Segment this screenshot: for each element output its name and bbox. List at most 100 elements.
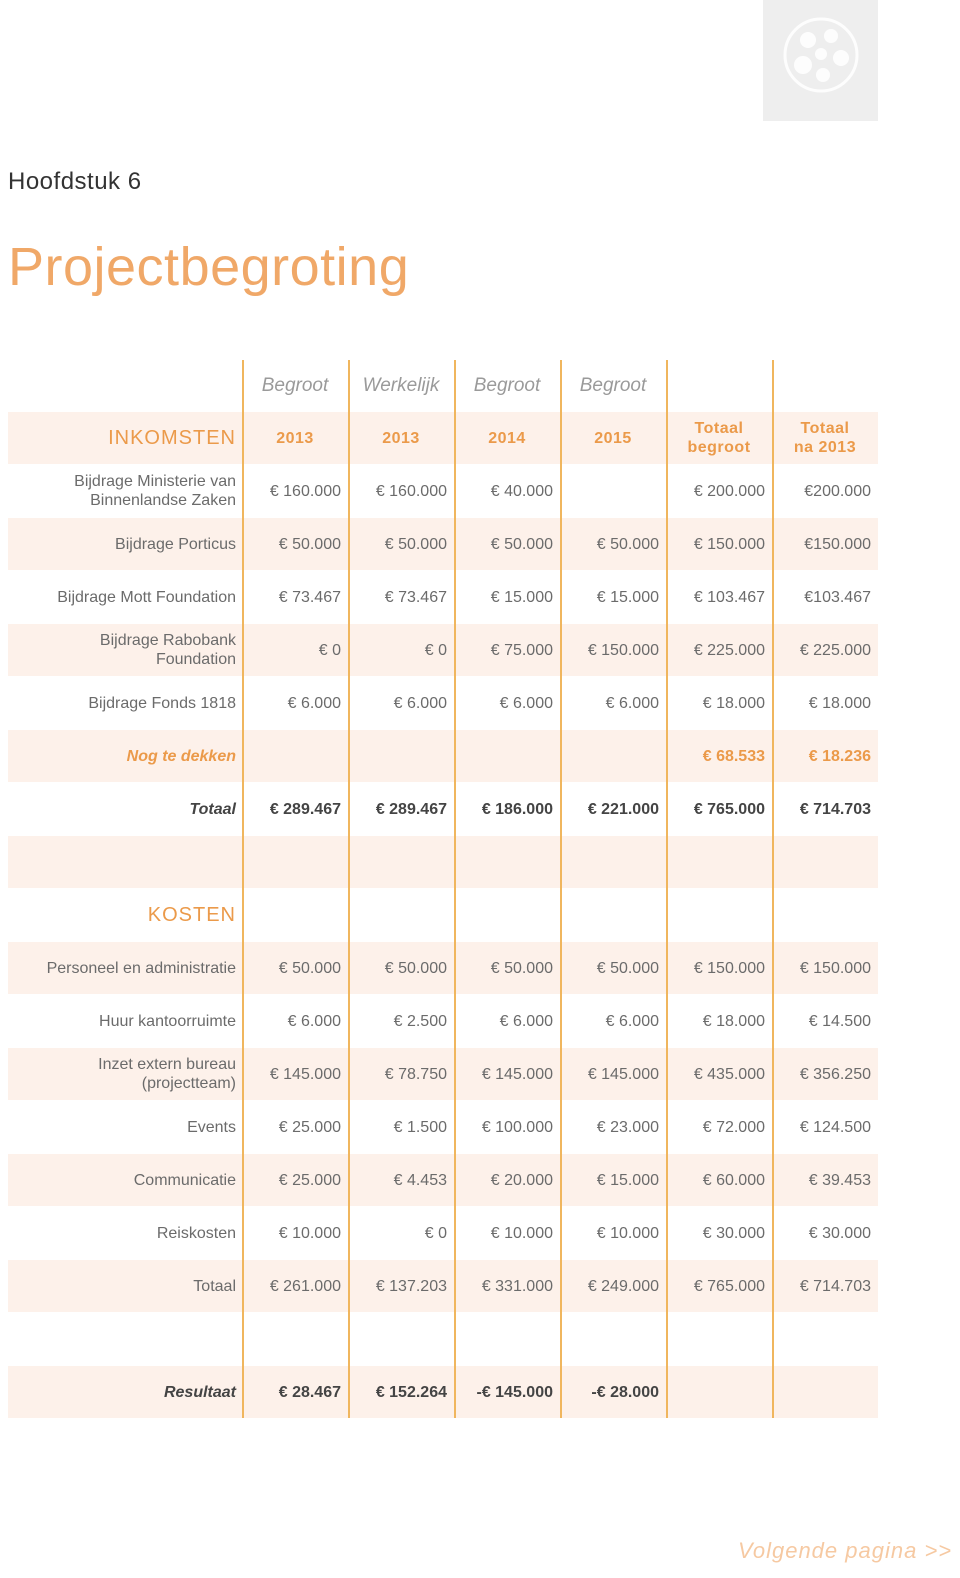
row-band (8, 1048, 878, 1100)
cell-value: € 152.264 (375, 1383, 447, 1401)
cell-value: € 30.000 (808, 1224, 871, 1242)
row-label: Events (8, 1101, 236, 1153)
row-band (8, 624, 878, 676)
cell-value: € 60.000 (702, 1171, 765, 1189)
row-band (8, 412, 878, 464)
cell-value: € 145.000 (481, 1065, 553, 1083)
cell-value: € 2.500 (393, 1012, 447, 1030)
row-label-text: Bijdrage Ministerie van Binnenlandse Zak… (74, 473, 236, 509)
cell-value: € 0 (424, 641, 447, 659)
row-label-text: Events (187, 1118, 236, 1136)
cell-value: € 25.000 (278, 1118, 341, 1136)
cell-value: € 150.000 (587, 641, 659, 659)
column-divider (242, 360, 244, 1418)
row-label-text: Resultaat (163, 1383, 236, 1401)
column-label: Begroot (473, 374, 541, 396)
column-header: Totaal begroot (666, 412, 772, 464)
next-page-link[interactable]: Volgende pagina >> (738, 1538, 953, 1563)
page-title: Projectbegroting (8, 237, 410, 297)
cell-value: € 73.467 (384, 588, 447, 606)
column-header: 2013 (242, 412, 348, 464)
cell-value: -€ 145.000 (476, 1383, 553, 1401)
row-label: Bijdrage Rabobank Foundation (8, 624, 236, 676)
cell-value: € 50.000 (384, 535, 447, 553)
cell-value: € 4.453 (393, 1171, 447, 1189)
cell-value: €103.467 (804, 588, 871, 606)
row-label: Totaal (8, 1260, 236, 1312)
cell-value: € 25.000 (278, 1171, 341, 1189)
row-label-text: Huur kantoorruimte (99, 1012, 236, 1030)
column-header-text: 2013 (276, 429, 314, 447)
cell-value: € 50.000 (490, 959, 553, 977)
cell-value: € 50.000 (384, 959, 447, 977)
row-label-text: Bijdrage Mott Foundation (57, 588, 236, 606)
row-label-text: Bijdrage Fonds 1818 (88, 694, 236, 712)
cell-value: € 73.467 (278, 588, 341, 606)
cell-value: € 6.000 (605, 1012, 659, 1030)
cell-value: € 200.000 (693, 482, 765, 500)
column-header-text: Totaal begroot (687, 420, 751, 456)
cell-value: € 225.000 (799, 641, 871, 659)
cell-value: € 145.000 (587, 1065, 659, 1083)
cell-value: € 150.000 (693, 959, 765, 977)
row-label: Nog te dekken (8, 730, 236, 782)
row-label-text: Totaal (189, 800, 236, 818)
cell-value: € 289.467 (375, 800, 447, 818)
cell-value: € 15.000 (596, 1171, 659, 1189)
row-label: Bijdrage Porticus (8, 518, 236, 570)
cell-value: € 124.500 (799, 1118, 871, 1136)
cell-value: € 0 (318, 641, 341, 659)
row-band (8, 942, 878, 994)
cell-value: € 40.000 (490, 482, 553, 500)
column-header: 2015 (560, 412, 666, 464)
cell-value: € 0 (424, 1224, 447, 1242)
row-label-text: Bijdrage Porticus (115, 535, 236, 553)
row-band (8, 1366, 878, 1418)
cell-value: € 249.000 (587, 1277, 659, 1295)
cell-value: € 137.203 (375, 1277, 447, 1295)
cell-value: € 18.000 (808, 694, 871, 712)
row-label: Bijdrage Mott Foundation (8, 571, 236, 623)
column-header-text: 2013 (382, 429, 420, 447)
cell-value: € 50.000 (490, 535, 553, 553)
cell-value: € 75.000 (490, 641, 553, 659)
cell-value: € 714.703 (799, 1277, 871, 1295)
cell-value: € 6.000 (499, 1012, 553, 1030)
cell-value: €200.000 (804, 482, 871, 500)
cell-value: € 15.000 (490, 588, 553, 606)
logo (763, 0, 878, 121)
chapter: Hoofdstuk 6 (8, 168, 142, 195)
cell-value: € 10.000 (278, 1224, 341, 1242)
cell-value: € 160.000 (375, 482, 447, 500)
cell-value: € 331.000 (481, 1277, 553, 1295)
column-header-text: Totaal na 2013 (793, 420, 857, 456)
row-label: Totaal (8, 783, 236, 835)
column-header: 2014 (454, 412, 560, 464)
row-label-text: Nog te dekken (126, 747, 236, 765)
cell-value: € 72.000 (702, 1118, 765, 1136)
cell-value: € 6.000 (287, 694, 341, 712)
cell-value: € 6.000 (499, 694, 553, 712)
cell-value: € 23.000 (596, 1118, 659, 1136)
cell-value: € 225.000 (693, 641, 765, 659)
cell-value: € 18.236 (808, 747, 871, 765)
row-band (8, 730, 878, 782)
row-label-text: Inzet extern bureau (projectteam) (98, 1056, 236, 1092)
cell-value: € 6.000 (393, 694, 447, 712)
cell-value: € 221.000 (587, 800, 659, 818)
column-divider (348, 360, 350, 1418)
row-label: Bijdrage Ministerie van Binnenlandse Zak… (8, 465, 236, 517)
row-label: Bijdrage Fonds 1818 (8, 677, 236, 729)
cell-value: € 10.000 (490, 1224, 553, 1242)
cell-value: € 186.000 (481, 800, 553, 818)
column-header: 2013 (348, 412, 454, 464)
row-label: Personeel en administratie (8, 942, 236, 994)
row-label: Resultaat (8, 1366, 236, 1418)
cell-value: € 714.703 (799, 800, 871, 818)
row-label-text: Personeel en administratie (46, 959, 236, 977)
column-divider (772, 360, 774, 1418)
cell-value: € 18.000 (702, 694, 765, 712)
cell-value: € 356.250 (799, 1065, 871, 1083)
cell-value: € 50.000 (278, 535, 341, 553)
